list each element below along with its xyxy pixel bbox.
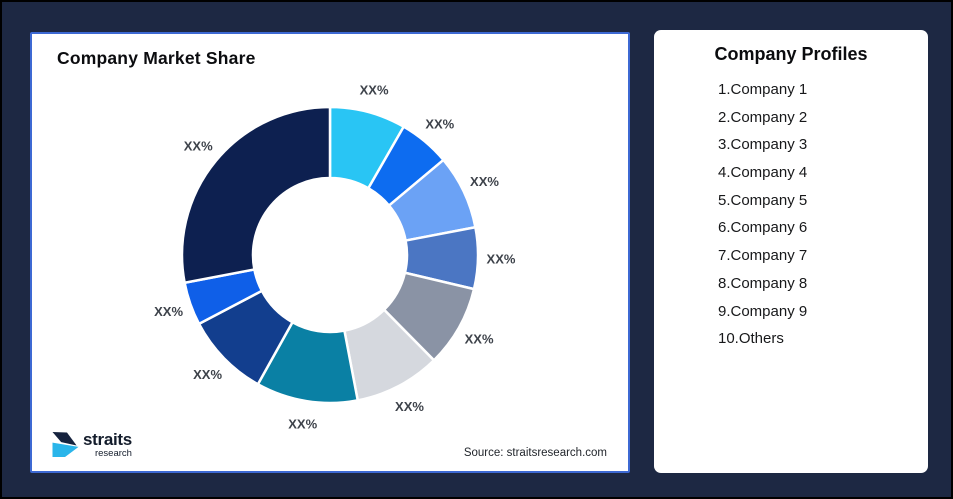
slice-label-4: XX% [487,251,516,266]
slice-label-9: XX% [154,304,183,319]
profile-list-item-8: 8.Company 8 [718,274,808,292]
straits-logo-icon [52,431,79,458]
profile-list-item-1: 1.Company 1 [718,81,808,98]
slice-label-7: XX% [288,416,317,431]
logo-text: straits research [83,429,132,459]
company-profiles-card: Company Profiles 1.Company 1 2.Company 2 3… [654,30,928,473]
market-share-card: Company Market Share XX% XX% XX% XX% XX% XX% X… [30,32,630,473]
straits-research-logo: straits research [52,431,132,458]
logo-sub-text: research [94,447,132,459]
slice-label-10: XX% [184,139,213,154]
profile-list-item-10: 10.Others [718,330,784,348]
slice-label-6: XX% [395,399,424,414]
logo-arrow-dark-icon [52,431,77,446]
profile-list-item-6: 6.Company 6 [718,219,808,237]
slice-label-8: XX% [193,367,222,382]
profile-list-item-3: 3.Company 3 [718,136,808,154]
slice-label-5: XX% [465,331,494,346]
slice-label-1: XX% [360,82,389,97]
slice-label-2: XX% [425,116,454,131]
profile-list-item-5: 5.Company 5 [718,191,808,209]
donut-slice-10 [180,105,332,285]
profile-list-item-4: 4.Company 4 [718,164,808,182]
slice-label-3: XX% [470,174,499,189]
chart-title: Company Market Share [57,48,256,68]
donut-chart: XX% XX% XX% XX% XX% XX% XX% XX% XX% XX% [154,82,516,431]
profile-list-item-2: 2.Company 2 [718,108,808,126]
logo-arrow-cyan-icon [52,442,79,458]
logo-brand-text: straits [83,429,132,449]
profiles-title: Company Profiles [714,44,868,64]
source-attribution: Source: straitsresearch.com [463,447,607,459]
profiles-list: 1.Company 1 2.Company 2 3.Company 3 4.Compa… [654,76,928,353]
profile-list-item-9: 9.Company 9 [718,302,808,320]
profile-list-item-7: 7.Company 7 [718,247,808,265]
